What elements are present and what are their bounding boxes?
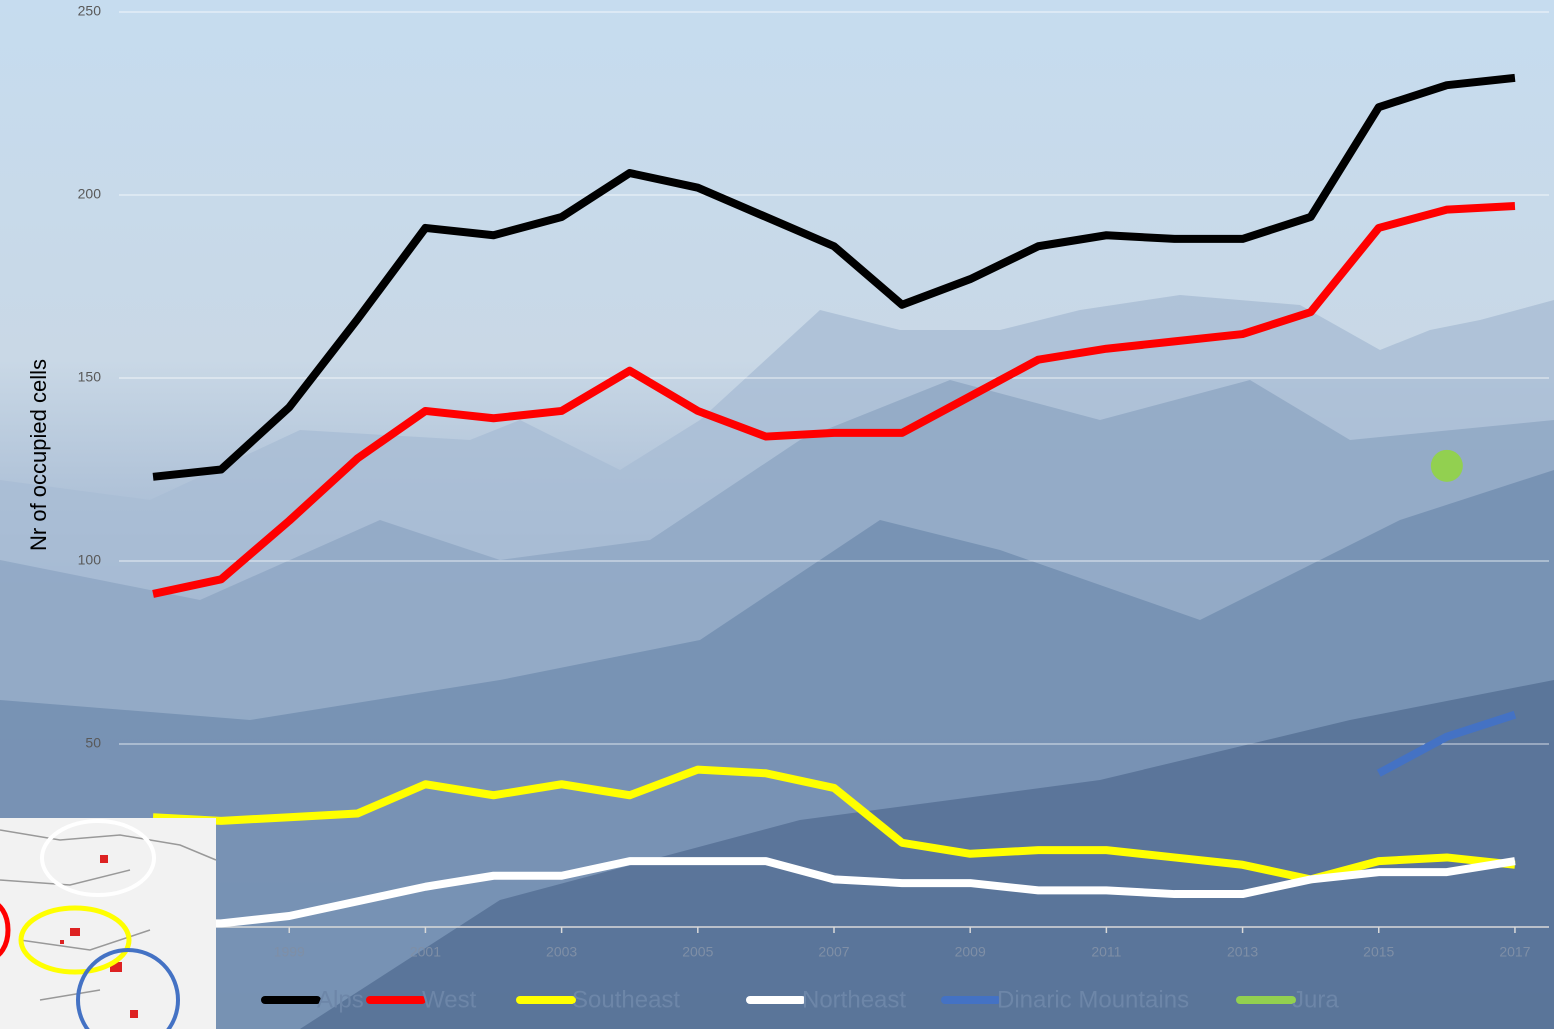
x-tick-label: 2001 bbox=[410, 944, 441, 960]
legend-label: Northeast bbox=[802, 986, 906, 1013]
legend-label: Southeast bbox=[572, 986, 680, 1013]
x-tick-label: 2013 bbox=[1227, 944, 1258, 960]
y-tick-label: 200 bbox=[78, 186, 102, 202]
y-tick-label: 100 bbox=[78, 552, 102, 568]
x-tick-label: 1999 bbox=[274, 944, 305, 960]
mountain bbox=[300, 680, 1554, 1029]
map-inset bbox=[0, 818, 217, 1029]
legend-label: West bbox=[422, 986, 477, 1013]
legend: Alps West Southeast Northeast Dinaric Mounta… bbox=[261, 986, 1339, 1013]
series-line bbox=[152, 201, 1516, 598]
y-axis-label: Nr of occupied cells bbox=[26, 359, 51, 551]
legend-label: Jura bbox=[1292, 986, 1339, 1013]
x-tick-label: 2003 bbox=[546, 944, 577, 960]
x-tick-label: 2017 bbox=[1499, 944, 1530, 960]
legend-label: Alps bbox=[317, 986, 364, 1013]
series-line bbox=[153, 857, 1516, 928]
x-tick-label: 2007 bbox=[818, 944, 849, 960]
series-line bbox=[1376, 710, 1517, 777]
y-tick-label: 50 bbox=[85, 735, 101, 751]
x-tick-label: 2009 bbox=[955, 944, 986, 960]
y-tick-label: 250 bbox=[78, 3, 102, 19]
series-line bbox=[152, 73, 1516, 481]
y-tick-label: 150 bbox=[78, 369, 102, 385]
x-tick-label: 2011 bbox=[1091, 944, 1121, 960]
plot-area: 50 100 150 200 250 1999 2001 2003 2005 2007 2009 20… bbox=[78, 3, 1549, 960]
x-tick-label: 2015 bbox=[1363, 944, 1394, 960]
legend-label: Dinaric Mountains bbox=[997, 986, 1189, 1013]
x-tick-label: 2005 bbox=[682, 944, 713, 960]
series-line bbox=[152, 765, 1516, 884]
data-point bbox=[1430, 449, 1463, 482]
